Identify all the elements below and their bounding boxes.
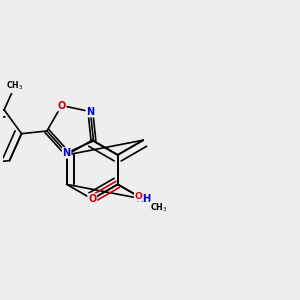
Text: N: N xyxy=(62,148,70,158)
Text: O: O xyxy=(135,192,142,201)
Text: N: N xyxy=(86,106,94,117)
Text: NH: NH xyxy=(135,194,151,204)
Text: CH$_3$: CH$_3$ xyxy=(6,80,23,92)
Text: O: O xyxy=(88,194,96,204)
Text: O: O xyxy=(58,100,66,110)
Text: CH$_3$: CH$_3$ xyxy=(150,202,168,214)
